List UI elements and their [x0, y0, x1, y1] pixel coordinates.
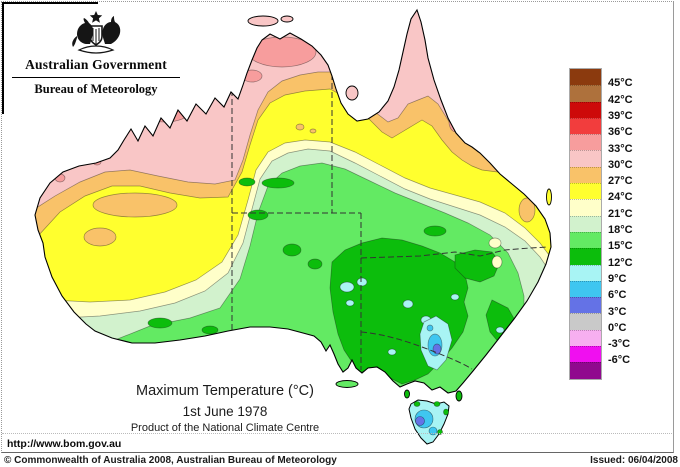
map-frame — [1, 1, 674, 453]
legend-label: 18°C — [608, 224, 633, 236]
logo-divider — [12, 77, 180, 78]
map-product-line: Product of the National Climate Centre — [130, 422, 320, 434]
bom-url: http://www.bom.gov.au — [7, 438, 122, 450]
legend-label: 24°C — [608, 191, 633, 204]
australia-map — [34, 8, 552, 445]
legend-swatch — [570, 329, 601, 347]
temperature-legend: 45°C 42°C 39°C 36°C 33°C 30°C 27°C 24°C 21°C 18°C… — [569, 68, 649, 380]
legend-label: 30°C — [608, 158, 633, 171]
legend-label: 9°C — [608, 272, 627, 285]
legend-swatch — [570, 150, 601, 167]
legend-swatch — [570, 199, 601, 216]
legend-swatch — [570, 280, 601, 298]
legend-label: 36°C — [608, 126, 633, 139]
legend-swatch — [570, 231, 601, 249]
islands — [247, 15, 552, 402]
footer-bar: © Commonwealth of Australia 2008, Austra… — [4, 455, 678, 466]
legend-label: 21°C — [608, 207, 633, 220]
mainland-coastline — [34, 8, 552, 394]
coat-of-arms-icon — [72, 11, 121, 54]
legend-swatch — [570, 215, 601, 232]
legend-swatch — [570, 313, 601, 330]
legend-color-scale: 45°C 42°C 39°C 36°C 33°C 30°C 27°C 24°C 21°C 18°C… — [569, 68, 633, 380]
legend-label: 42°C — [608, 93, 633, 106]
government-title: Australian Government — [25, 57, 167, 72]
bureau-title: Bureau of Meteorology — [34, 82, 158, 96]
legend-label: 33°C — [608, 142, 633, 155]
legend-swatch — [570, 346, 601, 363]
legend-label: 0°C — [608, 321, 627, 334]
footer-divider — [2, 433, 672, 434]
legend-label: 3°C — [608, 305, 627, 318]
legend-swatch — [570, 69, 601, 86]
legend-label: -3°C — [608, 338, 631, 351]
legend-swatch — [570, 297, 601, 314]
legend-swatch — [570, 85, 601, 102]
temp-patch-21-24 — [488, 237, 503, 269]
legend-swatch — [570, 362, 601, 379]
frame-left-black-segment — [2, 2, 4, 114]
issued-date: Issued: 06/04/2008 — [590, 455, 678, 466]
legend-label: 27°C — [608, 175, 633, 188]
legend-label: -6°C — [608, 354, 631, 367]
legend-swatch — [570, 101, 601, 118]
legend-swatch — [570, 248, 601, 265]
map-title: Maximum Temperature (°C) — [136, 383, 314, 399]
legend-label: 39°C — [608, 109, 633, 122]
legend-swatch — [570, 264, 601, 281]
legend-swatch — [570, 117, 601, 135]
legend-label: 15°C — [608, 240, 633, 253]
map-titles: Maximum Temperature (°C) 1st June 1978 P… — [88, 383, 362, 434]
logo-block: Australian Government Bureau of Meteorol… — [10, 8, 182, 97]
legend-label: 12°C — [608, 256, 633, 269]
map-date: 1st June 1978 — [182, 404, 268, 419]
legend-label: 6°C — [608, 289, 627, 302]
frame-top-black-segment — [2, 2, 98, 4]
legend-swatch — [570, 183, 601, 200]
legend-swatch — [570, 134, 601, 151]
legend-label: 45°C — [608, 77, 633, 90]
temp-patch-27-30 — [83, 123, 546, 247]
legend-swatch — [570, 166, 601, 184]
copyright-text: © Commonwealth of Australia 2008, Austra… — [4, 455, 337, 466]
state-borders — [231, 74, 549, 370]
